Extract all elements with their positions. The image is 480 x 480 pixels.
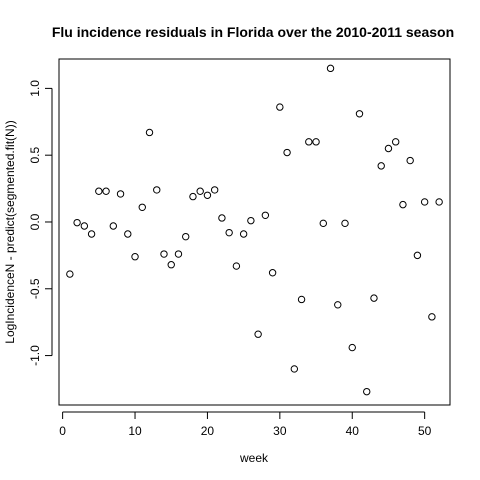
data-point <box>355 110 364 118</box>
data-point <box>124 230 132 238</box>
data-point <box>377 162 385 170</box>
data-point <box>276 103 284 111</box>
data-point <box>326 64 335 73</box>
data-point <box>232 262 241 270</box>
y-axis: -1.0 -0.5 0.0 0.5 1.0 <box>28 80 53 366</box>
x-tick-label: 50 <box>418 424 432 438</box>
data-point <box>225 228 233 237</box>
x-axis: 0 10 20 30 40 50 <box>59 411 432 438</box>
data-point <box>66 270 74 278</box>
x-tick-label: 30 <box>273 424 287 438</box>
data-point <box>319 219 327 228</box>
data-point <box>334 301 342 309</box>
plot-frame <box>58 58 451 406</box>
data-point <box>138 203 146 211</box>
x-tick-label: 10 <box>128 424 142 438</box>
data-point <box>218 214 226 222</box>
y-tick-label: 1.0 <box>28 80 42 97</box>
data-point <box>116 190 125 198</box>
y-tick-label: 0.0 <box>28 213 42 230</box>
y-tick-label: -0.5 <box>28 278 42 299</box>
data-point <box>290 365 299 373</box>
data-point <box>239 230 248 238</box>
data-point <box>95 187 103 195</box>
x-tick-label: 0 <box>59 424 66 438</box>
data-point <box>348 343 356 352</box>
data-point <box>182 232 190 241</box>
data-point <box>391 138 400 146</box>
x-tick-label: 20 <box>201 424 215 438</box>
data-point <box>428 313 436 321</box>
data-point <box>413 251 422 260</box>
data-point <box>80 222 89 230</box>
x-tick-label: 40 <box>346 424 360 438</box>
y-tick-label: 0.5 <box>28 147 42 164</box>
data-point <box>254 330 262 338</box>
data-point <box>247 216 255 225</box>
data-point <box>399 200 407 209</box>
data-points <box>66 64 443 396</box>
data-point <box>167 261 175 269</box>
data-point <box>370 294 378 302</box>
data-point <box>109 222 118 230</box>
data-point <box>384 144 393 153</box>
data-point <box>210 186 219 194</box>
data-point <box>283 148 291 157</box>
data-point <box>406 156 414 165</box>
data-point <box>189 192 197 201</box>
data-point <box>196 187 204 195</box>
data-point <box>102 187 110 195</box>
data-point <box>268 269 277 277</box>
data-point <box>87 230 96 238</box>
data-point <box>131 253 139 261</box>
chart-title: Flu incidence residuals in Florida over … <box>52 24 454 40</box>
data-point <box>341 219 349 228</box>
data-point <box>261 211 270 220</box>
data-point <box>153 186 161 194</box>
data-point <box>73 218 81 227</box>
data-point <box>305 138 313 146</box>
data-point <box>297 295 306 304</box>
data-point <box>312 138 320 146</box>
data-point <box>435 198 443 206</box>
data-point <box>160 250 168 258</box>
data-point <box>203 191 212 199</box>
data-point <box>420 198 429 206</box>
data-point <box>145 128 154 137</box>
y-axis-label: LogIncidenceN - predict(segmented.fit(N)… <box>3 120 17 343</box>
data-point <box>174 250 183 258</box>
data-point <box>363 387 371 396</box>
y-tick-label: -1.0 <box>28 345 42 366</box>
x-axis-label: week <box>239 451 269 465</box>
